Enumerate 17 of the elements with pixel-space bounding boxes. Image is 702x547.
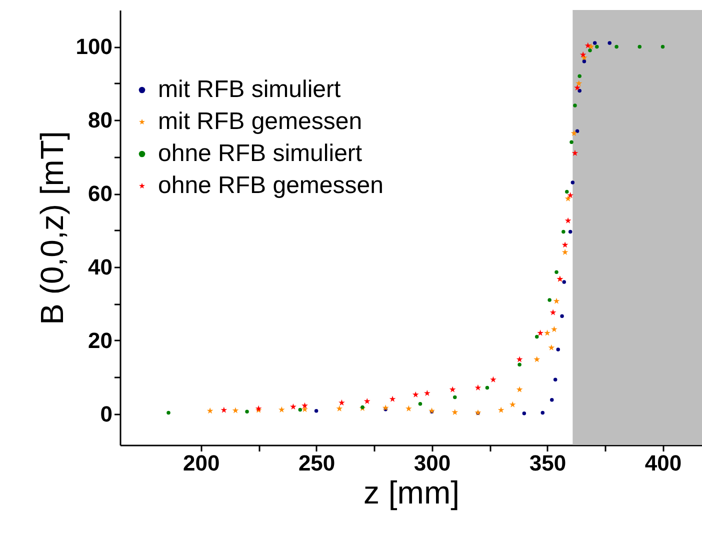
legend-label: mit RFB simuliert: [158, 76, 342, 103]
y-tick-label: 40: [88, 254, 112, 280]
y-tick-label: 20: [88, 328, 112, 353]
x-tick-label: 200: [182, 450, 220, 476]
x-tick-label: 350: [529, 450, 566, 476]
legend-label: mit RFB gemessen: [158, 108, 362, 135]
y-tick-label: 100: [76, 34, 112, 60]
legend-label: ohne RFB gemessen: [158, 172, 384, 199]
x-tick-label: 400: [644, 450, 682, 476]
y-tick-label: 60: [88, 181, 112, 206]
y-tick-label: 80: [88, 108, 112, 133]
y-tick-label: 0: [100, 401, 112, 426]
x-axis-title: z [mm]: [364, 474, 460, 510]
x-tick-label: 250: [298, 450, 336, 476]
legend-label: ohne RFB simuliert: [158, 140, 362, 167]
x-tick-label: 300: [414, 450, 451, 476]
y-axis-title: B (0,0,z) [mT]: [34, 131, 70, 325]
